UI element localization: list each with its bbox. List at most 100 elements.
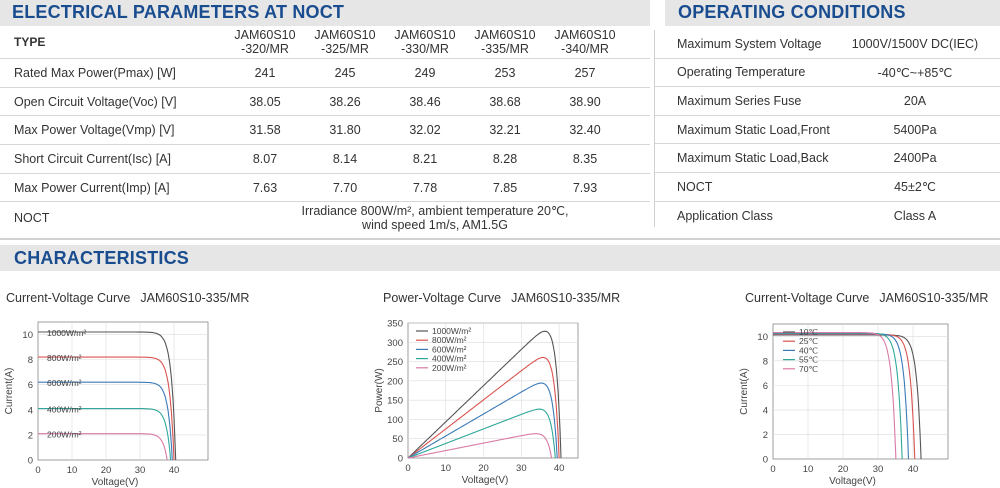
legend-label: 200W/m² (432, 363, 467, 373)
table-row: Operating Temperature -40℃~+85℃ (655, 59, 1000, 88)
x-tick-label: 0 (770, 464, 775, 475)
electrical-table: TYPE JAM60S10 -320/MR JAM60S10 -325/MR JAM… (0, 26, 650, 233)
y-tick-label: 10 (757, 332, 768, 343)
table-cell: 8.35 (545, 145, 625, 173)
table-cell: 31.80 (305, 116, 385, 144)
table-cell: 8.28 (465, 145, 545, 173)
x-tick-label: 30 (516, 463, 527, 474)
y-tick-label: 10 (22, 330, 33, 341)
iv-irradiance-chart: 0 2 4 6 8 10 0 10 20 30 40 Voltage(V) Current(A) 1000… (0, 310, 240, 485)
x-axis-label: Voltage(V) (462, 475, 509, 486)
x-tick-label: 0 (35, 465, 40, 476)
row-label: Operating Temperature (677, 59, 805, 87)
x-tick-label: 20 (838, 464, 849, 475)
x-tick-label: 10 (803, 464, 814, 475)
y-tick-label: 100 (387, 415, 403, 426)
row-value: 20A (835, 87, 995, 115)
table-row: Short Circuit Current(Isc) [A] 8.07 8.14… (0, 145, 650, 174)
chart-title-pv: Power-Voltage Curve JAM60S10-335/MR (383, 291, 620, 305)
row-label: Short Circuit Current(Isc) [A] (14, 145, 171, 173)
y-tick-label: 8 (763, 356, 768, 367)
table-cell: 8.21 (385, 145, 465, 173)
x-tick-label: 30 (135, 465, 146, 476)
row-value: -40℃~+85℃ (835, 59, 995, 87)
table-cell: 38.46 (385, 88, 465, 116)
section-divider (0, 238, 1000, 240)
table-cell: 7.93 (545, 174, 625, 202)
table-cell: 38.90 (545, 88, 625, 116)
x-tick-label: 40 (169, 465, 180, 476)
row-label: Maximum Static Load,Front (677, 116, 830, 144)
table-cell: 32.21 (465, 116, 545, 144)
legend-label: 1000W/m² (47, 328, 86, 338)
table-cell: 32.02 (385, 116, 465, 144)
legend-label: 600W/m² (47, 378, 82, 388)
pv-chart: 0 50 100 150 200 250 300 350 0 10 20 30 40 Voltage(V)… (362, 310, 592, 485)
table-cell: 7.78 (385, 174, 465, 202)
x-tick-label: 40 (908, 464, 919, 475)
x-axis-label: Voltage(V) (829, 476, 876, 487)
x-tick-label: 30 (873, 464, 884, 475)
y-tick-label: 300 (387, 338, 403, 349)
row-value: 2400Pa (835, 144, 995, 172)
row-label: Maximum Series Fuse (677, 87, 801, 115)
y-tick-label: 250 (387, 357, 403, 368)
row-label: Open Circuit Voltage(Voc) [V] (14, 88, 177, 116)
table-header-row: TYPE JAM60S10 -320/MR JAM60S10 -325/MR JAM… (0, 26, 650, 59)
row-label: NOCT (14, 202, 49, 233)
row-label: Maximum Static Load,Back (677, 144, 828, 172)
table-row: Max Power Current(Imp) [A] 7.63 7.70 7.7… (0, 174, 650, 203)
y-tick-label: 2 (763, 430, 768, 441)
table-cell: 38.05 (225, 88, 305, 116)
row-value: 45±2℃ (835, 173, 995, 201)
iv-temperature-chart: 02468100 10 20 30 40Voltage(V)Current(A)10℃2… (738, 310, 973, 485)
x-tick-label: 20 (478, 463, 489, 474)
x-tick-label: 0 (405, 463, 410, 474)
table-cell: 7.63 (225, 174, 305, 202)
table-cell: 8.07 (225, 145, 305, 173)
table-row: Max Power Voltage(Vmp) [V] 31.58 31.80 3… (0, 116, 650, 145)
y-axis-label: Current(A) (739, 368, 750, 415)
table-cell: 7.85 (465, 174, 545, 202)
table-row-noct: NOCT Irradiance 800W/m², ambient tempera… (0, 202, 650, 233)
x-axis-label: Voltage(V) (92, 477, 139, 488)
y-tick-label: 200 (387, 376, 403, 387)
y-tick-label: 150 (387, 396, 403, 407)
row-label: Maximum System Voltage (677, 30, 822, 58)
x-tick-label: 20 (101, 465, 112, 476)
model-header: JAM60S10 -330/MR (385, 26, 465, 58)
operating-table: Maximum System Voltage 1000V/1500V DC(IE… (655, 30, 1000, 230)
table-cell: 32.40 (545, 116, 625, 144)
table-cell: 241 (225, 59, 305, 87)
legend-label: 200W/m² (47, 430, 82, 440)
electrical-title: ELECTRICAL PARAMETERS AT NOCT (12, 2, 344, 23)
chart-title-iv-irradiance: Current-Voltage Curve JAM60S10-335/MR (6, 291, 249, 305)
table-cell: 253 (465, 59, 545, 87)
table-cell: 38.26 (305, 88, 385, 116)
row-label: Max Power Voltage(Vmp) [V] (14, 116, 174, 144)
characteristics-title: CHARACTERISTICS (14, 248, 189, 269)
y-tick-label: 4 (28, 405, 33, 416)
y-tick-label: 4 (763, 405, 768, 416)
y-tick-label: 0 (763, 455, 768, 466)
y-tick-label: 6 (28, 380, 33, 391)
y-tick-label: 2 (28, 430, 33, 441)
table-cell: 31.58 (225, 116, 305, 144)
table-cell: 257 (545, 59, 625, 87)
table-cell: 38.68 (465, 88, 545, 116)
legend-label: 70℃ (799, 364, 818, 374)
x-tick-label: 40 (554, 463, 565, 474)
y-axis-label: Current(A) (4, 368, 15, 415)
table-cell: 8.14 (305, 145, 385, 173)
table-row: Rated Max Power(Pmax) [W] 241 245 249 25… (0, 59, 650, 88)
table-row: NOCT 45±2℃ (655, 173, 1000, 202)
model-header: JAM60S10 -340/MR (545, 26, 625, 58)
legend-label: 400W/m² (47, 405, 82, 415)
legend-label: 800W/m² (47, 353, 82, 363)
table-row: Maximum Static Load,Back 2400Pa (655, 144, 1000, 173)
table-cell: 245 (305, 59, 385, 87)
model-header: JAM60S10 -335/MR (465, 26, 545, 58)
table-row: Open Circuit Voltage(Voc) [V] 38.05 38.2… (0, 88, 650, 117)
model-header: JAM60S10 -320/MR (225, 26, 305, 58)
model-header: JAM60S10 -325/MR (305, 26, 385, 58)
